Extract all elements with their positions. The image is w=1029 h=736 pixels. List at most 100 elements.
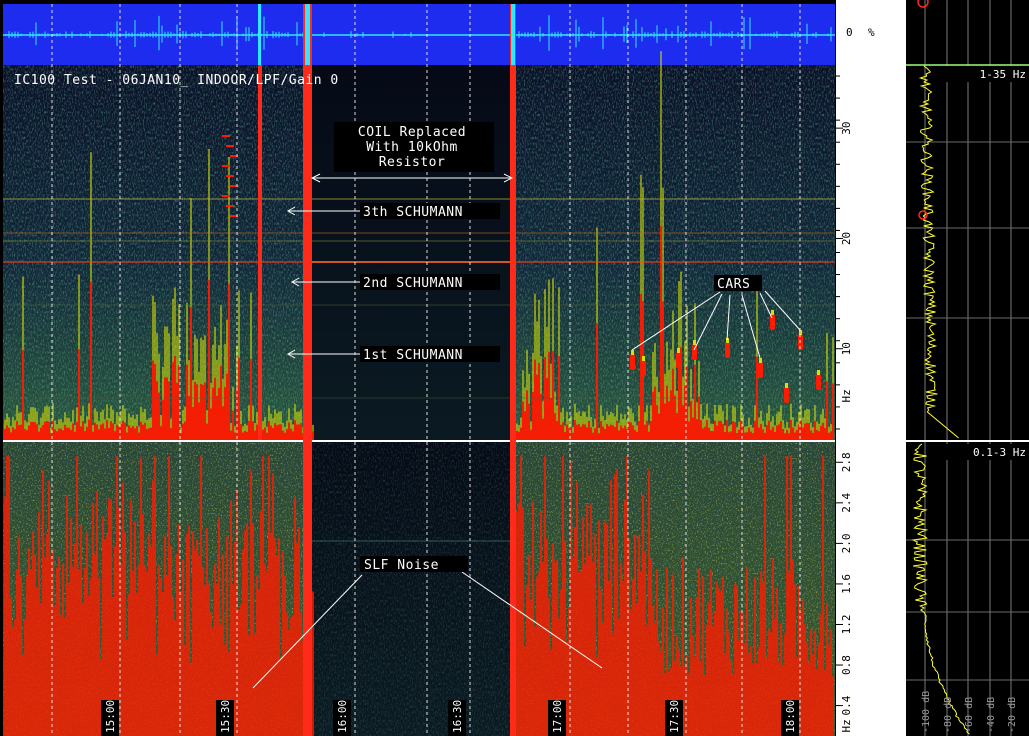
spectrogram-streak (22, 654, 24, 736)
spectrogram-streak (128, 593, 130, 736)
spectrogram-streak (56, 567, 58, 736)
spectrogram-streak (522, 370, 524, 402)
spectrogram-streak (284, 575, 286, 736)
spectrogram-streak (782, 429, 784, 440)
car-blob (725, 342, 730, 358)
spectrogram-streak (736, 433, 738, 440)
spectrogram-streak (612, 413, 614, 426)
spectrogram-streak (128, 425, 130, 440)
spectrogram-streak (762, 429, 764, 440)
spectrogram-streak (62, 422, 64, 431)
spectrogram-streak (170, 428, 172, 440)
spectrogram-streak (268, 456, 270, 736)
spectrogram-streak (778, 662, 780, 736)
spectrogram-streak (536, 321, 538, 375)
spectrogram-streak (522, 508, 524, 736)
spectrogram-streak (190, 306, 192, 440)
spectrogram-streak (210, 408, 212, 440)
spectrogram-streak (242, 432, 244, 440)
spectrogram-streak (646, 420, 648, 440)
spectrogram-streak (790, 403, 792, 421)
spectrogram-streak (552, 351, 554, 440)
spectrogram-streak (688, 421, 690, 440)
spectrogram-streak (624, 425, 626, 440)
cars-arrow-4 (741, 294, 761, 359)
spectrogram-streak (148, 428, 150, 440)
spectrogram-streak (170, 418, 172, 429)
spectrogram-streak (654, 386, 656, 440)
slf-arrow-right (461, 571, 603, 669)
spectrogram-streak (798, 586, 800, 736)
spectrogram-streak (638, 420, 640, 440)
spectrogram-streak (698, 568, 700, 736)
lower-band-label: 0.1-3 Hz (973, 446, 1026, 459)
spectrogram-streak (802, 417, 804, 428)
spectrogram-streak (820, 425, 822, 440)
spectrogram-streak (262, 421, 264, 430)
spectrogram-streak (90, 577, 92, 736)
spectrogram-streak (136, 592, 138, 736)
spectrogram-streak (52, 403, 54, 420)
spectrogram-streak (818, 431, 820, 440)
spectrogram-streak (760, 423, 762, 440)
spectrogram-streak (240, 410, 242, 425)
spectrogram-streak (298, 526, 300, 736)
spectrogram-streak (40, 417, 42, 428)
spectrogram-streak (792, 558, 794, 736)
spectrogram-streak (610, 480, 612, 736)
spectrogram-streak (722, 411, 724, 425)
spectrogram-streak (190, 662, 192, 736)
spectrogram-streak (180, 591, 182, 736)
spectrogram-streak (312, 591, 314, 736)
spectrogram-streak (694, 656, 696, 736)
spectrum-trace-upper (918, 65, 959, 439)
spectrogram-streak (772, 416, 774, 427)
spectrogram-streak (296, 542, 298, 736)
spectrogram-streak (682, 405, 684, 440)
spectrogram-streak (758, 417, 760, 428)
spectrogram-streak (294, 420, 296, 440)
spectrogram-streak (266, 426, 268, 433)
spectrogram-streak (732, 674, 734, 736)
spectrogram-streak (244, 431, 246, 440)
spectrogram-streak (832, 675, 834, 736)
spectrogram-streak (230, 422, 232, 431)
spectrogram-streak (668, 401, 670, 440)
spectrogram-streak (622, 418, 624, 429)
spectrogram-streak (266, 432, 268, 440)
spectrogram-streak (124, 422, 126, 440)
spectrogram-streak (176, 335, 178, 383)
spectrogram-streak (818, 644, 820, 736)
spectrogram-streak (542, 401, 544, 419)
spectrogram-streak (90, 152, 92, 282)
spectrogram-streak (734, 407, 736, 423)
spectrogram-streak (66, 417, 68, 428)
cars-arrow-6 (764, 290, 801, 331)
spectrogram-streak (572, 427, 574, 433)
spectrogram-streak (828, 427, 830, 433)
spectrogram-streak (810, 628, 812, 736)
spectrogram-streak (224, 387, 226, 440)
spectrogram-streak (280, 424, 282, 440)
spectrogram-streak (698, 360, 700, 397)
spectrogram-streak (206, 410, 208, 424)
time-tick-label: 16:30 (451, 700, 464, 733)
spectrogram-streak (4, 419, 6, 429)
spectrogram-streak (296, 424, 298, 440)
spectrogram-streak (224, 644, 226, 736)
spectrogram-streak (632, 425, 634, 440)
spectrogram-streak (294, 497, 296, 736)
spectrogram-streak (58, 428, 60, 440)
spectrogram-streak (516, 430, 518, 440)
spectrogram-streak (620, 562, 622, 736)
spectrogram-streak (82, 421, 84, 440)
spectrogram-streak (636, 425, 638, 432)
spectrogram-streak (146, 428, 148, 440)
spectrogram-streak (264, 563, 266, 736)
spectrogram-streak (528, 373, 530, 404)
spectrogram-streak (750, 645, 752, 736)
spectrogram-streak (822, 422, 824, 440)
wave-unit-label: % (868, 26, 875, 39)
spectrogram-streak (8, 427, 10, 440)
